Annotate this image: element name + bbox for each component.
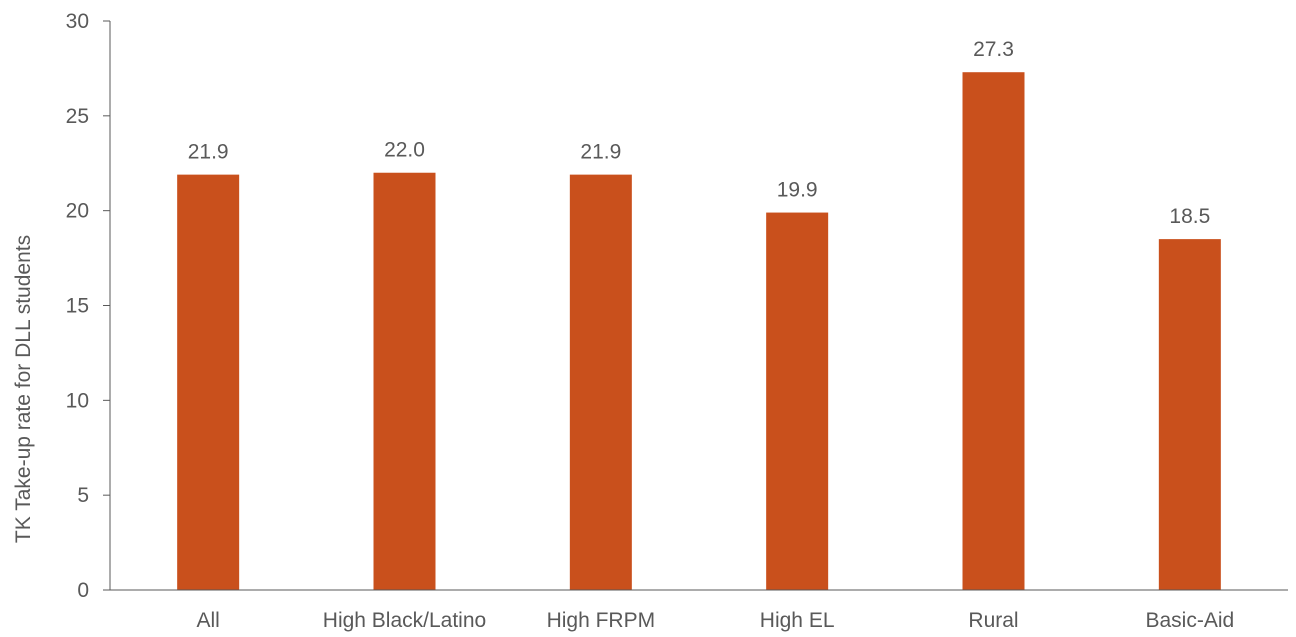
data-label: 21.9 — [188, 141, 229, 164]
y-axis-title: TK Take-up rate for DLL students — [12, 235, 35, 543]
data-label: 22.0 — [384, 139, 425, 162]
bar — [373, 172, 436, 590]
y-tick-label: 0 — [77, 579, 89, 602]
y-tick-label: 25 — [66, 105, 89, 128]
x-tick-label: All — [196, 609, 219, 632]
x-tick-label: Rural — [968, 609, 1018, 632]
data-label: 18.5 — [1169, 205, 1210, 228]
x-tick-label: High Black/Latino — [323, 609, 486, 632]
data-label: 21.9 — [580, 141, 621, 164]
data-labels: 21.9 22.0 21.9 19.9 27.3 18.5 — [188, 38, 1211, 228]
data-label: 27.3 — [973, 38, 1014, 61]
bar-series — [177, 72, 1221, 590]
x-tick-label: Basic-Aid — [1145, 609, 1234, 632]
bar — [569, 174, 632, 590]
x-tick-label: High FRPM — [547, 609, 656, 632]
bar — [962, 72, 1025, 590]
y-tick-label: 20 — [66, 200, 89, 223]
y-tick-label: 10 — [66, 389, 89, 412]
y-tick-label: 15 — [66, 295, 89, 318]
bar — [766, 212, 829, 590]
bar — [177, 174, 240, 590]
bar — [1158, 239, 1221, 590]
x-tick-label: High EL — [760, 609, 835, 632]
x-axis: All High Black/Latino High FRPM High EL Rura… — [196, 609, 1234, 632]
y-tick-label: 5 — [77, 484, 89, 507]
y-tick-label: 30 — [66, 10, 89, 33]
y-axis: 0 5 10 15 20 25 30 — [66, 10, 110, 602]
data-label: 19.9 — [777, 179, 818, 202]
